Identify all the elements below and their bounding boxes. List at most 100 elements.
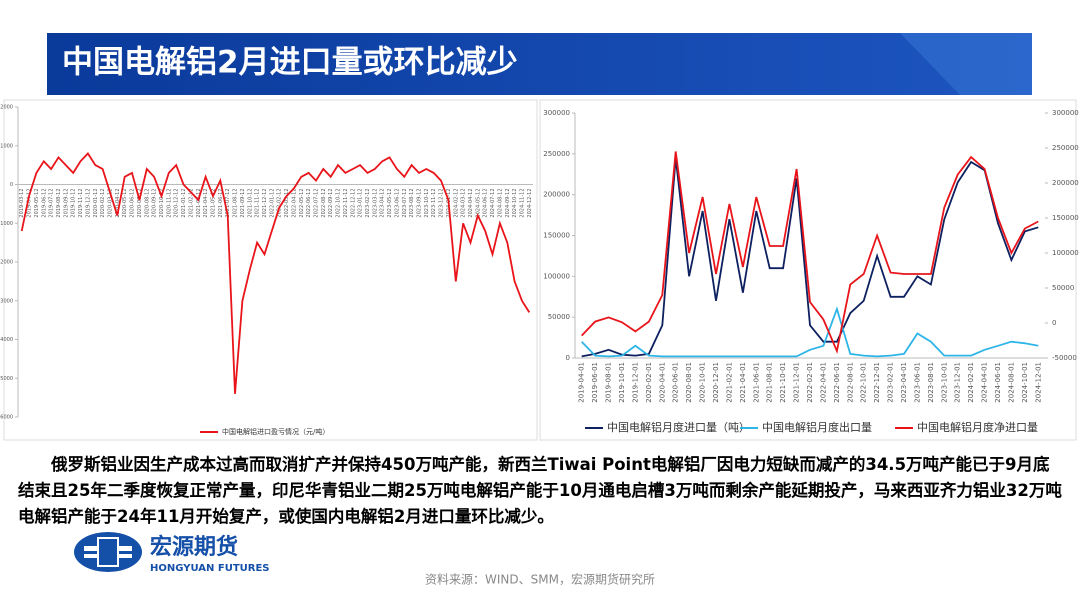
x-tick-label: 2023-11-12 — [431, 189, 437, 218]
y2-tick-label: 0 — [1052, 319, 1056, 327]
y-tick-label: 200000 — [543, 191, 570, 199]
y2-tick-label: 50000 — [1052, 284, 1074, 292]
y-tick-label: -4000 — [0, 337, 13, 343]
x-tick-label: 2024-12-01 — [1034, 362, 1042, 403]
x-tick-label: 2019-08-01 — [605, 362, 613, 403]
x-tick-label: 2022-08-12 — [321, 189, 327, 218]
x-tick-label: 2020-10-01 — [699, 362, 707, 403]
x-tick-label: 2020-04-01 — [658, 362, 666, 403]
x-tick-label: 2024-08-12 — [497, 189, 503, 218]
chart-panel — [3, 99, 538, 441]
x-tick-label: 2022-07-12 — [313, 189, 319, 218]
x-tick-label: 2024-04-01 — [981, 362, 989, 403]
x-tick-label: 2019-09-12 — [63, 189, 69, 218]
y-tick-label: 100000 — [543, 272, 570, 280]
x-tick-label: 2021-04-01 — [739, 362, 747, 403]
chart-panel — [539, 99, 1077, 441]
legend-label: 中国电解铝月度进口量（吨） — [607, 420, 750, 434]
series-line — [581, 151, 1039, 355]
x-tick-label: 2023-04-01 — [900, 362, 908, 403]
x-tick-label: 2019-12-12 — [85, 189, 91, 218]
logo-icon — [74, 532, 142, 572]
x-tick-label: 2021-06-01 — [752, 362, 760, 403]
x-tick-label: 2023-06-01 — [913, 362, 921, 403]
x-tick-label: 2022-10-12 — [336, 189, 342, 218]
x-tick-label: 2021-08-01 — [766, 362, 774, 403]
x-tick-label: 2020-08-12 — [144, 189, 150, 218]
x-tick-label: 2021-10-12 — [247, 189, 253, 218]
x-tick-label: 2024-10-01 — [1021, 362, 1029, 403]
x-tick-label: 2022-02-01 — [806, 362, 814, 403]
y-tick-label: 50000 — [548, 313, 570, 321]
x-tick-label: 2020-05-12 — [122, 189, 128, 218]
x-tick-label: 2023-07-12 — [402, 189, 408, 218]
x-tick-label: 2024-06-12 — [483, 189, 489, 218]
x-tick-label: 2023-04-12 — [380, 189, 386, 218]
x-tick-label: 2022-03-12 — [284, 189, 290, 218]
x-tick-label: 2022-12-12 — [350, 189, 356, 218]
x-tick-label: 2020-06-12 — [130, 189, 136, 218]
x-tick-label: 2021-12-01 — [793, 362, 801, 403]
x-tick-label: 2019-04-01 — [578, 362, 586, 403]
x-tick-label: 2023-12-01 — [954, 362, 962, 403]
x-tick-label: 2023-02-01 — [887, 362, 895, 403]
y2-tick-label: 200000 — [1052, 179, 1079, 187]
x-tick-label: 2021-07-12 — [225, 189, 231, 218]
x-tick-label: 2024-08-01 — [1007, 362, 1015, 403]
series-line — [581, 157, 1039, 358]
x-tick-label: 2023-09-12 — [416, 189, 422, 218]
y2-tick-label: -50000 — [1052, 354, 1077, 362]
x-tick-label: 2022-01-12 — [269, 189, 275, 218]
x-tick-label: 2020-12-01 — [712, 362, 720, 403]
x-tick-label: 2020-02-01 — [645, 362, 653, 403]
y-tick-label: -6000 — [0, 415, 13, 421]
x-tick-label: 2022-11-12 — [343, 189, 349, 218]
x-tick-label: 2023-02-12 — [365, 189, 371, 218]
x-tick-label: 2019-10-12 — [71, 189, 77, 218]
x-tick-label: 2024-05-12 — [475, 189, 481, 218]
x-tick-label: 2019-03-12 — [19, 189, 25, 218]
x-tick-label: 2024-07-12 — [490, 189, 496, 218]
x-tick-label: 2024-10-12 — [512, 189, 518, 218]
title-bar — [47, 33, 1032, 95]
x-tick-label: 2022-12-01 — [873, 362, 881, 403]
x-tick-label: 2021-10-01 — [779, 362, 787, 403]
y-tick-label: 2000 — [0, 105, 13, 111]
x-tick-label: 2021-09-12 — [240, 189, 246, 218]
x-tick-label: 2019-08-12 — [56, 189, 62, 218]
y-tick-label: -2000 — [0, 260, 13, 266]
x-tick-label: 2024-09-12 — [505, 189, 511, 218]
x-tick-label: 2019-07-12 — [49, 189, 55, 218]
x-tick-label: 2020-01-12 — [93, 189, 99, 218]
x-tick-label: 2023-05-12 — [387, 189, 393, 218]
x-tick-label: 2022-05-12 — [299, 189, 305, 218]
x-tick-label: 2020-06-01 — [672, 362, 680, 403]
body-text: 俄罗斯铝业因生产成本过高而取消扩产并保持450万吨产能，新西兰Tiwai Poi… — [18, 455, 1062, 526]
legend-label: 中国电解铝进口盈亏情况（元/吨） — [222, 427, 329, 436]
x-tick-label: 2019-05-12 — [34, 189, 40, 218]
x-tick-label: 2022-08-01 — [846, 362, 854, 403]
logo-english: HONGYUAN FUTURES — [150, 563, 270, 574]
y2-tick-label: 250000 — [1052, 144, 1079, 152]
y2-tick-label: 150000 — [1052, 214, 1079, 222]
x-tick-label: 2021-05-12 — [210, 189, 216, 218]
x-tick-label: 2020-09-12 — [152, 189, 158, 218]
x-tick-label: 2021-08-12 — [233, 189, 239, 218]
x-tick-label: 2020-07-12 — [137, 189, 143, 218]
y-tick-label: -1000 — [0, 221, 13, 227]
x-tick-label: 2022-04-12 — [291, 189, 297, 218]
x-tick-label: 2021-11-12 — [255, 189, 261, 218]
x-tick-label: 2023-10-12 — [424, 189, 430, 218]
title: 中国电解铝2月进口量或环比减少 — [62, 45, 518, 81]
x-tick-label: 2021-03-12 — [196, 189, 202, 218]
x-tick-label: 2021-02-01 — [725, 362, 733, 403]
x-tick-label: 2019-10-01 — [618, 362, 626, 403]
x-tick-label: 2021-06-12 — [218, 189, 224, 218]
y-tick-label: 0 — [566, 354, 570, 362]
y2-tick-label: 100000 — [1052, 249, 1079, 257]
title-stripe — [900, 33, 1032, 95]
x-tick-label: 2022-06-01 — [833, 362, 841, 403]
x-tick-label: 2024-02-01 — [967, 362, 975, 403]
